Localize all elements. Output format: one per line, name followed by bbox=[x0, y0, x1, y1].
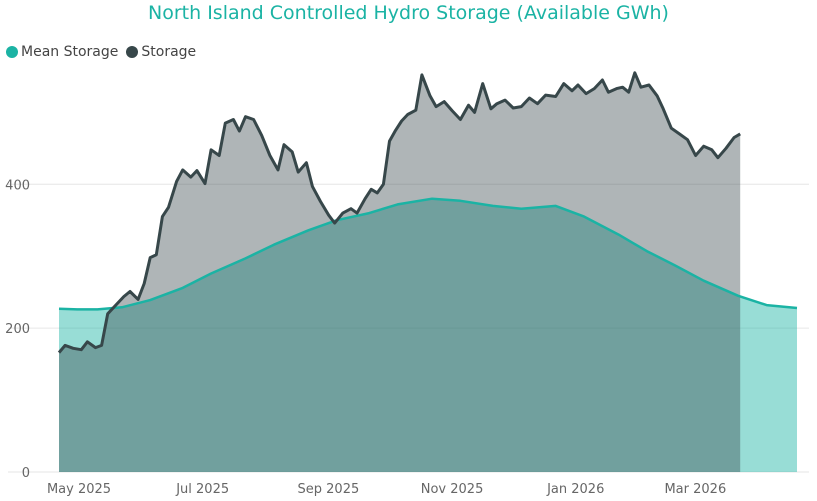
storage-line bbox=[57, 71, 741, 354]
mean-storage-line bbox=[58, 197, 798, 311]
x-tick-label-3: Nov 2025 bbox=[421, 482, 484, 497]
legend-label-storage: Storage bbox=[141, 44, 197, 60]
y-tick-label-400: 400 bbox=[5, 178, 30, 193]
y-tick-label-200: 200 bbox=[5, 322, 30, 337]
y-tick-label-0: 0 bbox=[22, 466, 30, 481]
legend-marker-mean-storage bbox=[6, 46, 18, 58]
x-tick-label-0: May 2025 bbox=[47, 482, 111, 497]
legend-marker-storage bbox=[126, 46, 139, 58]
legend-item-mean-storage[interactable]: Mean Storage bbox=[6, 44, 118, 60]
x-tick-label-5: Mar 2026 bbox=[664, 482, 726, 497]
storage-area bbox=[59, 72, 741, 473]
chart-title: North Island Controlled Hydro Storage (A… bbox=[148, 2, 669, 24]
x-tick-label-2: Sep 2025 bbox=[298, 482, 360, 497]
legend: Mean Storage Storage bbox=[6, 44, 204, 60]
x-tick-label-4: Jan 2026 bbox=[546, 482, 604, 497]
legend-label-mean-storage: Mean Storage bbox=[21, 44, 119, 60]
x-tick-label-1: Jul 2025 bbox=[175, 482, 229, 497]
legend-item-storage[interactable]: Storage bbox=[126, 44, 196, 60]
mean-storage-area bbox=[59, 198, 797, 472]
